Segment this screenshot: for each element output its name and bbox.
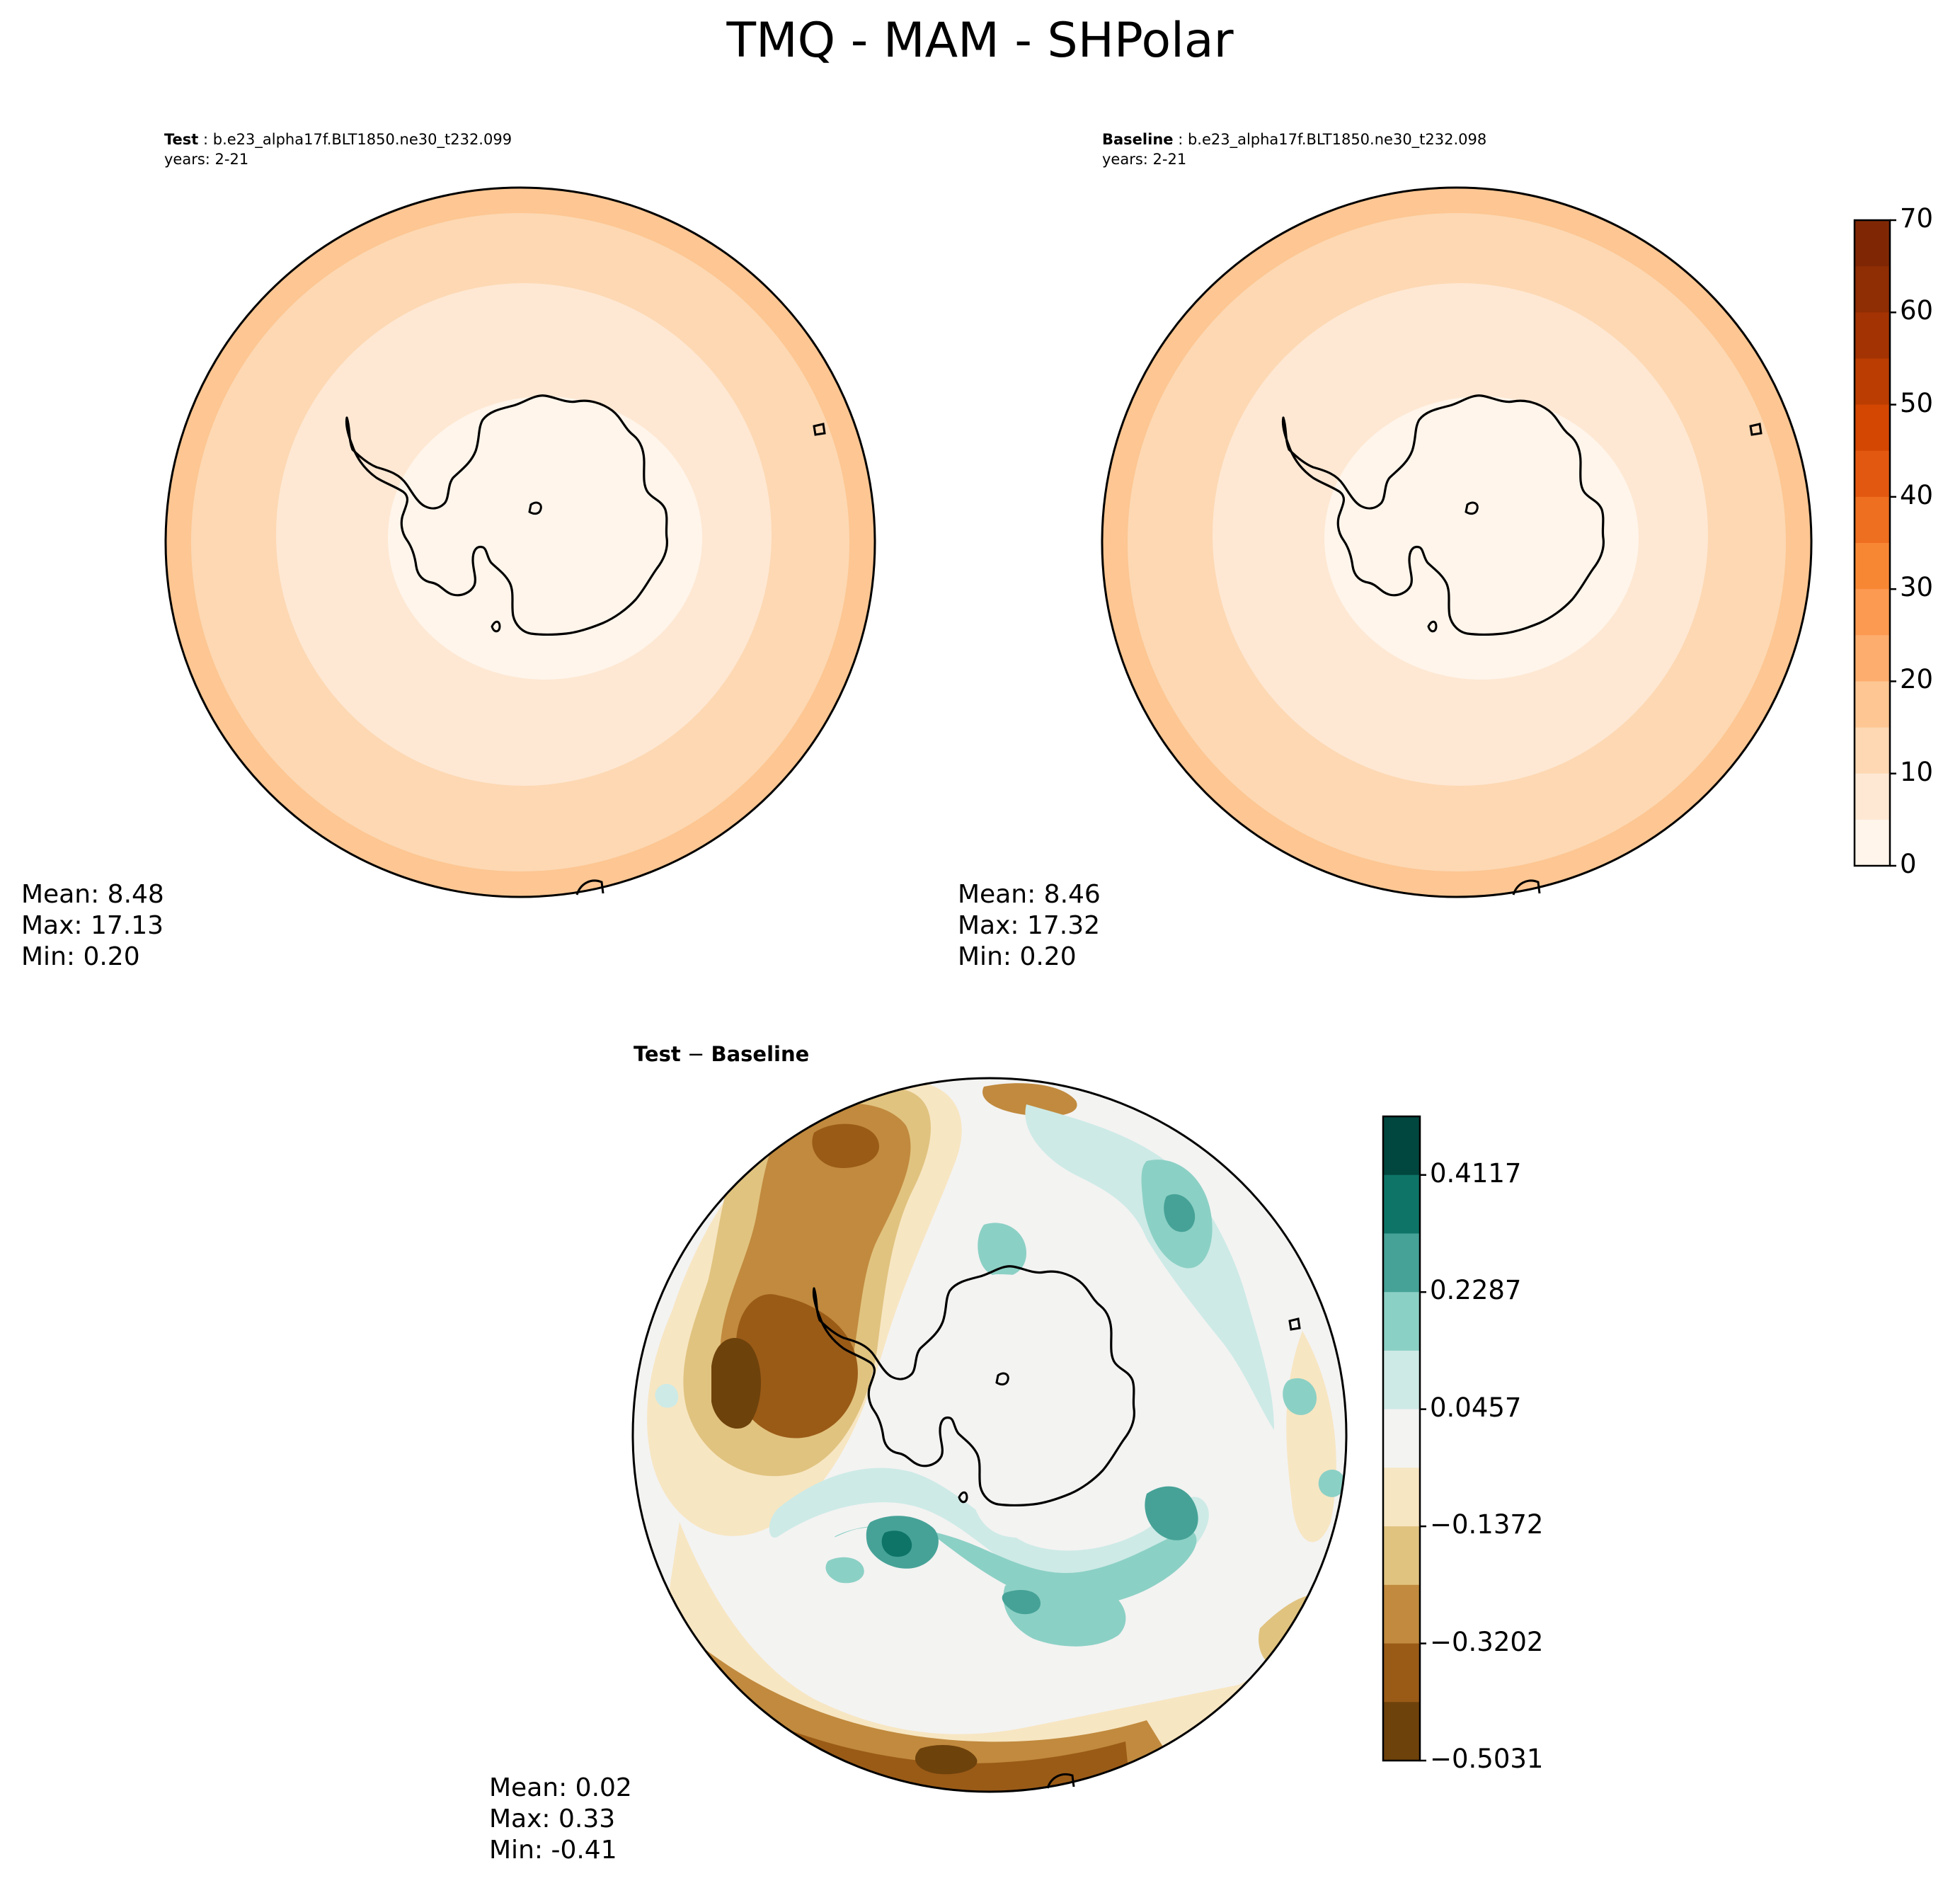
main-cb-band xyxy=(1855,681,1890,728)
diff-cb-band xyxy=(1383,1643,1420,1703)
main-cb-tick: 50 xyxy=(1900,387,1934,418)
main-cb-band xyxy=(1855,727,1890,774)
diff-cb-band xyxy=(1383,1350,1420,1410)
main-cb-tick: 30 xyxy=(1900,572,1934,603)
diff-min: Min: -0.41 xyxy=(489,1836,617,1865)
baseline-max: Max: 17.32 xyxy=(958,911,1101,940)
main-cb-band xyxy=(1855,589,1890,636)
diff-map xyxy=(633,1078,1346,1792)
diff-title-baseline: Baseline xyxy=(711,1042,810,1066)
main-cb-tick: 20 xyxy=(1900,664,1934,695)
main-cb-band xyxy=(1855,312,1890,359)
test-max: Max: 17.13 xyxy=(21,911,164,940)
diff-cb-tick: 0.2287 xyxy=(1430,1275,1522,1306)
diff-cb-band xyxy=(1383,1468,1420,1527)
main-cb-tick: 10 xyxy=(1900,756,1934,787)
main-cb-outline xyxy=(1853,219,1891,867)
test-mean: Mean: 8.48 xyxy=(21,880,164,909)
test-case-name: : b.e23_alpha17f.BLT1850.ne30_t232.099 xyxy=(198,131,512,148)
test-coastline xyxy=(345,394,668,636)
test-years: years: 2-21 xyxy=(164,151,249,168)
diff-cb-tick: −0.3202 xyxy=(1430,1626,1544,1657)
main-cb-band xyxy=(1855,543,1890,590)
diff-cb-band xyxy=(1383,1116,1420,1176)
diff-map-border xyxy=(631,1077,1348,1793)
diff-cb-band xyxy=(1383,1174,1420,1234)
diff-cb-outline xyxy=(1382,1115,1421,1762)
test-label: Test xyxy=(164,131,199,148)
main-cb-band xyxy=(1855,635,1890,682)
diff-title-sep: − xyxy=(680,1042,711,1066)
baseline-map xyxy=(1102,188,1811,897)
main-cb-band xyxy=(1855,404,1890,452)
main-cb-band xyxy=(1855,220,1890,267)
test-stats: Mean: 8.48 Max: 17.13 Min: 0.20 xyxy=(21,879,164,973)
main-cb-band xyxy=(1855,358,1890,406)
main-cb-band xyxy=(1855,773,1890,820)
diff-stats: Mean: 0.02 Max: 0.33 Min: -0.41 xyxy=(489,1773,632,1866)
baseline-years: years: 2-21 xyxy=(1102,151,1187,168)
diff-panel-title: Test − Baseline xyxy=(634,1042,809,1066)
diff-cb-tick: −0.1372 xyxy=(1430,1509,1544,1540)
main-cb-band xyxy=(1855,496,1890,544)
main-cb-tick: 40 xyxy=(1900,479,1934,510)
diff-max: Max: 0.33 xyxy=(489,1804,616,1833)
baseline-coastline xyxy=(1281,394,1605,636)
diff-cb-tick: −0.5031 xyxy=(1430,1744,1544,1774)
diff-mean: Mean: 0.02 xyxy=(489,1773,632,1802)
main-cb-band xyxy=(1855,266,1890,313)
baseline-panel-title: Baseline : b.e23_alpha17f.BLT1850.ne30_t… xyxy=(1102,130,1486,169)
baseline-stats: Mean: 8.46 Max: 17.32 Min: 0.20 xyxy=(958,879,1101,973)
diff-cb-band xyxy=(1383,1292,1420,1351)
baseline-mean: Mean: 8.46 xyxy=(958,880,1101,909)
test-panel-title: Test : b.e23_alpha17f.BLT1850.ne30_t232.… xyxy=(164,130,512,169)
main-cb-tick: 0 xyxy=(1900,849,1917,879)
diff-cb-tick: 0.0457 xyxy=(1430,1392,1522,1423)
baseline-map-border xyxy=(1101,186,1813,898)
baseline-case-name: : b.e23_alpha17f.BLT1850.ne30_t232.098 xyxy=(1173,131,1487,148)
diff-cb-band xyxy=(1383,1409,1420,1468)
diff-coastline xyxy=(812,1265,1135,1507)
diff-cb-tick: 0.4117 xyxy=(1430,1157,1522,1189)
baseline-min: Min: 0.20 xyxy=(958,942,1077,971)
test-min: Min: 0.20 xyxy=(21,942,140,971)
main-cb-band xyxy=(1855,819,1890,866)
diff-cb-band xyxy=(1383,1584,1420,1644)
diff-cb-band xyxy=(1383,1233,1420,1293)
diff-cb-band xyxy=(1383,1702,1420,1761)
main-colorbar xyxy=(1853,219,1896,867)
main-cb-tick: 70 xyxy=(1900,203,1934,234)
main-cb-tick: 60 xyxy=(1900,295,1934,326)
test-map-border xyxy=(164,186,876,898)
diff-colorbar xyxy=(1382,1115,1426,1762)
diff-cb-band xyxy=(1383,1526,1420,1586)
figure-title: TMQ - MAM - SHPolar xyxy=(726,13,1234,69)
test-map xyxy=(166,188,875,897)
diff-title-test: Test xyxy=(634,1042,681,1066)
baseline-label: Baseline xyxy=(1102,131,1174,148)
main-cb-band xyxy=(1855,450,1890,498)
